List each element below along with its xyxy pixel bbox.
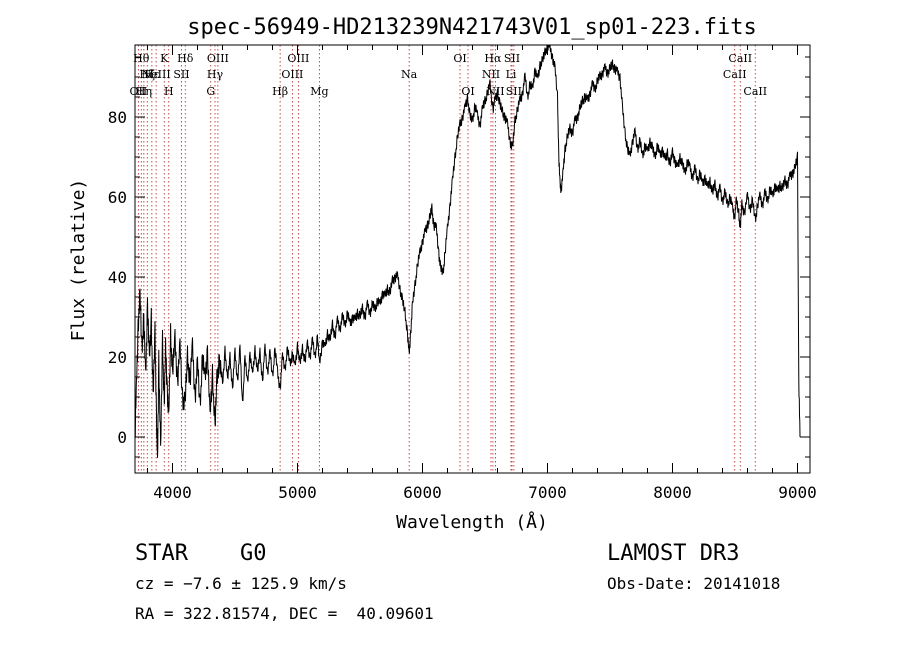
line-label-20: NII bbox=[482, 68, 500, 81]
line-label-17: Na bbox=[401, 68, 418, 81]
line-label-12: OIII bbox=[207, 52, 229, 65]
chart-title: spec-56949-HD213239N421743V01_sp01-223.f… bbox=[187, 15, 757, 40]
line-label-8: SII bbox=[173, 68, 189, 81]
emission-line-markers bbox=[137, 45, 756, 473]
line-label-9: Hδ bbox=[177, 52, 194, 65]
line-label-10: G bbox=[206, 85, 215, 98]
coordinates: RA = 322.81574, DEC = 40.09601 bbox=[135, 604, 434, 623]
x-axis-label: Wavelength (Å) bbox=[396, 511, 548, 533]
x-tick-label-3: 7000 bbox=[528, 483, 567, 502]
observation-date: Obs-Date: 20141018 bbox=[607, 574, 781, 593]
line-label-16: Mg bbox=[310, 85, 328, 98]
y-tick-label-4: 80 bbox=[108, 108, 127, 127]
line-label-21: Hα bbox=[484, 52, 502, 65]
x-axis-ticks: 4000 5000 6000 7000 8000 9000 bbox=[147, 45, 817, 502]
plot-frame bbox=[134, 44, 811, 474]
line-label-15: OIII bbox=[287, 52, 309, 65]
flux-series-line bbox=[134, 44, 801, 458]
line-label-14: OIII bbox=[281, 68, 303, 81]
line-label-23: Li bbox=[506, 68, 517, 81]
line-label-6: K bbox=[160, 52, 169, 65]
line-label-1: Hθ bbox=[133, 52, 150, 65]
line-label-2: Hη bbox=[136, 85, 152, 98]
line-label-5: NeIII bbox=[142, 68, 171, 81]
y-axis-label: Flux (relative) bbox=[68, 179, 89, 342]
line-label-18: OI bbox=[453, 52, 466, 65]
line-label-11: Hγ bbox=[207, 68, 224, 81]
line-label-27: CaII bbox=[728, 52, 752, 65]
line-label-13: Hβ bbox=[272, 85, 288, 98]
y-tick-label-1: 20 bbox=[108, 348, 127, 367]
x-tick-label-1: 5000 bbox=[278, 483, 317, 502]
x-tick-label-4: 8000 bbox=[653, 483, 692, 502]
line-label-24: SII bbox=[504, 52, 520, 65]
line-label-28: CaII bbox=[743, 85, 767, 98]
redshift-value: cz = −7.6 ± 125.9 km/s bbox=[135, 574, 347, 593]
x-tick-label-0: 4000 bbox=[153, 483, 192, 502]
y-tick-label-3: 60 bbox=[108, 188, 127, 207]
line-label-7: H bbox=[164, 85, 174, 98]
line-label-25: SII bbox=[506, 85, 522, 98]
line-label-4: Hε bbox=[144, 68, 160, 81]
survey-name: LAMOST DR3 bbox=[607, 541, 740, 566]
x-tick-label-5: 9000 bbox=[778, 483, 817, 502]
line-label-3: Hζ bbox=[139, 68, 155, 81]
line-label-19: OI bbox=[461, 85, 474, 98]
object-class: STAR bbox=[135, 541, 188, 566]
y-axis-ticks: 0 20 40 60 80 bbox=[108, 56, 810, 458]
y-tick-label-2: 40 bbox=[108, 268, 127, 287]
spectrum-chart: spec-56949-HD213239N421743V01_sp01-223.f… bbox=[68, 15, 817, 533]
line-label-0: OII bbox=[130, 85, 148, 98]
x-tick-label-2: 6000 bbox=[403, 483, 442, 502]
y-tick-label-0: 0 bbox=[117, 428, 127, 447]
line-label-26: CaII bbox=[723, 68, 747, 81]
object-subclass: G0 bbox=[240, 541, 267, 566]
